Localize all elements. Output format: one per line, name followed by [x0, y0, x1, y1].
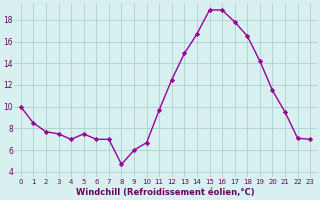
- X-axis label: Windchill (Refroidissement éolien,°C): Windchill (Refroidissement éolien,°C): [76, 188, 255, 197]
